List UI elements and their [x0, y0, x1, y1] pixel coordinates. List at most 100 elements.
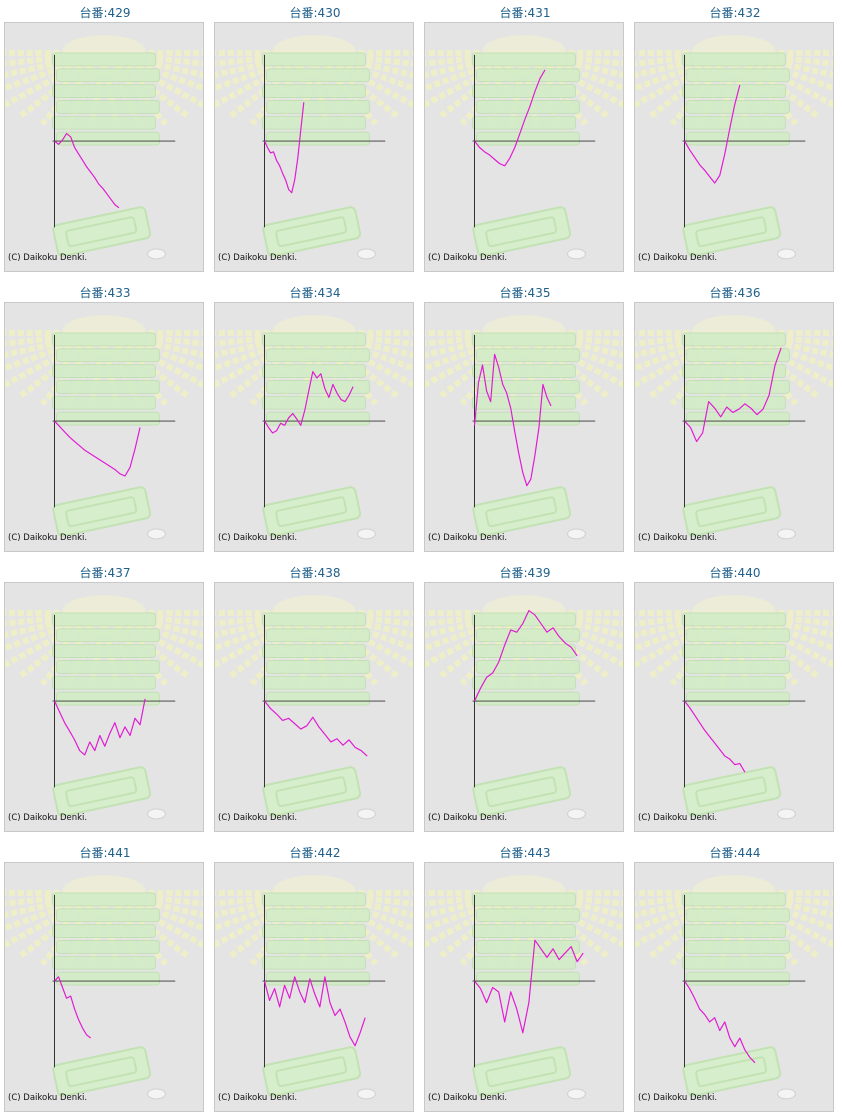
slump-chart-svg: [215, 595, 413, 820]
graph-panel: (C) Daikoku Denki.: [214, 582, 414, 832]
copyright-text: (C) Daikoku Denki.: [8, 253, 88, 263]
copyright-text: (C) Daikoku Denki.: [638, 1093, 718, 1103]
background-artwork: [5, 315, 203, 540]
machine-number-label[interactable]: 台番:441: [79, 846, 131, 860]
background-artwork: [425, 35, 623, 260]
series-line: [263, 102, 305, 194]
machine-graph-card[interactable]: 台番:438 (C) Daikoku Denki.: [210, 560, 420, 840]
graph-panel: (C) Daikoku Denki.: [424, 862, 624, 1112]
slump-chart-svg: [425, 315, 623, 540]
series-line: [684, 700, 746, 773]
machine-graph-card[interactable]: 台番:437 (C) Daikoku Denki.: [0, 560, 210, 840]
machine-number-label[interactable]: 台番:432: [709, 6, 761, 20]
machine-graph-card[interactable]: 台番:430 (C) Daikoku Denki.: [210, 0, 420, 280]
background-artwork: [425, 315, 623, 540]
copyright-text: (C) Daikoku Denki.: [428, 253, 508, 263]
graph-panel: (C) Daikoku Denki.: [634, 862, 834, 1112]
series-line: [54, 132, 120, 209]
slump-chart-svg: [5, 315, 203, 540]
series-line: [264, 700, 368, 757]
background-artwork: [5, 595, 203, 820]
series-line: [473, 609, 578, 702]
series-line: [474, 69, 546, 167]
slump-chart-svg: [5, 35, 203, 260]
graph-panel: (C) Daikoku Denki.: [4, 22, 204, 272]
copyright-text: (C) Daikoku Denki.: [428, 533, 508, 543]
machine-number-label[interactable]: 台番:442: [289, 846, 341, 860]
graph-panel: (C) Daikoku Denki.: [4, 862, 204, 1112]
machine-graph-card[interactable]: 台番:444 (C) Daikoku Denki.: [630, 840, 840, 1120]
series-line: [263, 976, 366, 1047]
copyright-text: (C) Daikoku Denki.: [428, 813, 508, 823]
machine-number-label[interactable]: 台番:436: [709, 286, 761, 300]
series-line: [54, 976, 92, 1039]
machine-number-label[interactable]: 台番:443: [499, 846, 551, 860]
machine-graph-card[interactable]: 台番:439 (C) Daikoku Denki.: [420, 560, 630, 840]
graph-panel: (C) Daikoku Denki.: [214, 862, 414, 1112]
series-line: [684, 347, 782, 443]
machine-number-label[interactable]: 台番:435: [499, 286, 551, 300]
machine-graph-card[interactable]: 台番:436 (C) Daikoku Denki.: [630, 280, 840, 560]
machine-number-label[interactable]: 台番:440: [709, 566, 761, 580]
machine-number-label[interactable]: 台番:433: [79, 286, 131, 300]
machine-graph-card[interactable]: 台番:429 (C) Daikoku Denki.: [0, 0, 210, 280]
machine-number-label[interactable]: 台番:430: [289, 6, 341, 20]
slump-chart-svg: [425, 595, 623, 820]
background-artwork: [215, 35, 413, 260]
slump-chart-svg: [425, 35, 623, 260]
background-artwork: [425, 875, 623, 1100]
background-artwork: [635, 35, 833, 260]
machine-graph-card[interactable]: 台番:435 (C) Daikoku Denki.: [420, 280, 630, 560]
graph-panel: (C) Daikoku Denki.: [214, 22, 414, 272]
graph-panel: (C) Daikoku Denki.: [4, 302, 204, 552]
machine-graph-card[interactable]: 台番:434 (C) Daikoku Denki.: [210, 280, 420, 560]
machine-graph-card[interactable]: 台番:432 (C) Daikoku Denki.: [630, 0, 840, 280]
machine-graph-card[interactable]: 台番:442 (C) Daikoku Denki.: [210, 840, 420, 1120]
machine-number-label[interactable]: 台番:444: [709, 846, 761, 860]
background-artwork: [215, 875, 413, 1100]
copyright-text: (C) Daikoku Denki.: [638, 533, 718, 543]
background-artwork: [215, 315, 413, 540]
slump-chart-svg: [5, 875, 203, 1100]
background-artwork: [635, 315, 833, 540]
machine-graph-card[interactable]: 台番:431 (C) Daikoku Denki.: [420, 0, 630, 280]
machine-number-label[interactable]: 台番:439: [499, 566, 551, 580]
series-line: [474, 939, 584, 1034]
graph-panel: (C) Daikoku Denki.: [4, 582, 204, 832]
copyright-text: (C) Daikoku Denki.: [218, 533, 298, 543]
background-artwork: [635, 875, 833, 1100]
copyright-text: (C) Daikoku Denki.: [8, 1093, 88, 1103]
slump-chart-svg: [215, 315, 413, 540]
copyright-text: (C) Daikoku Denki.: [218, 1093, 298, 1103]
slump-chart-svg: [635, 315, 833, 540]
machine-number-label[interactable]: 台番:431: [499, 6, 551, 20]
copyright-text: (C) Daikoku Denki.: [638, 253, 718, 263]
machine-graph-card[interactable]: 台番:433 (C) Daikoku Denki.: [0, 280, 210, 560]
slump-chart-svg: [215, 35, 413, 260]
background-artwork: [5, 875, 203, 1100]
graph-panel: (C) Daikoku Denki.: [634, 582, 834, 832]
series-line: [263, 370, 354, 434]
machine-number-label[interactable]: 台番:438: [289, 566, 341, 580]
series-line: [683, 84, 741, 184]
machine-graph-card[interactable]: 台番:440 (C) Daikoku Denki.: [630, 560, 840, 840]
graph-panel: (C) Daikoku Denki.: [424, 302, 624, 552]
copyright-text: (C) Daikoku Denki.: [638, 813, 718, 823]
machine-graph-card[interactable]: 台番:443 (C) Daikoku Denki.: [420, 840, 630, 1120]
slump-chart-svg: [635, 595, 833, 820]
graph-panel: (C) Daikoku Denki.: [214, 302, 414, 552]
copyright-text: (C) Daikoku Denki.: [8, 813, 88, 823]
machine-number-label[interactable]: 台番:437: [79, 566, 131, 580]
background-artwork: [5, 35, 203, 260]
slump-chart-svg: [215, 875, 413, 1100]
machine-number-label[interactable]: 台番:429: [79, 6, 131, 20]
machine-number-label[interactable]: 台番:434: [289, 286, 341, 300]
machine-graph-card[interactable]: 台番:441 (C) Daikoku Denki.: [0, 840, 210, 1120]
slump-chart-svg: [425, 875, 623, 1100]
copyright-text: (C) Daikoku Denki.: [218, 813, 298, 823]
slump-chart-svg: [635, 875, 833, 1100]
background-artwork: [425, 595, 623, 820]
background-artwork: [215, 595, 413, 820]
series-line: [53, 698, 146, 756]
